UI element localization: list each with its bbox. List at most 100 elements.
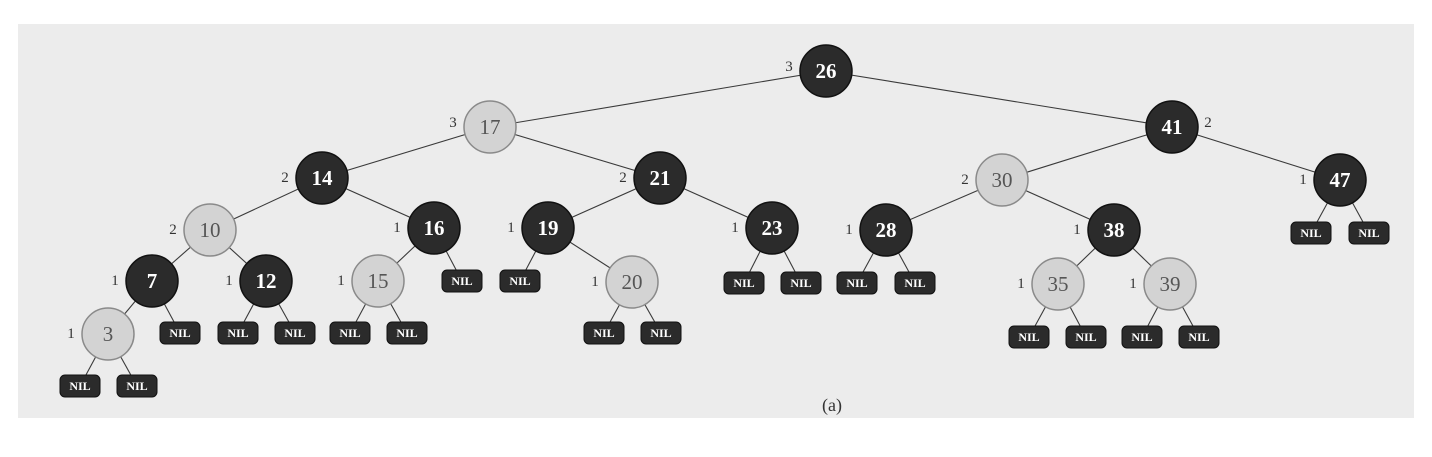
tree-node-7: 71 [111,254,179,308]
tree-node-28: 28 1 [845,203,913,257]
nil-box [1008,325,1050,349]
node-key: 7 [147,269,158,293]
nil-label: NIL [790,276,811,290]
nil-leaf: NIL [386,321,428,345]
nil-box [441,269,483,293]
nil-leaf: NIL [1008,325,1050,349]
tree-node-39: 39 1 [1129,257,1197,311]
node-key: 30 [992,168,1013,192]
nil-leaf: NIL [780,271,822,295]
node-circle [1087,203,1141,257]
nil-box [274,321,316,345]
nil-label: NIL [1075,330,1096,344]
nil-leaf: NIL [159,321,201,345]
node-circle [295,151,349,205]
nil-label: NIL [1131,330,1152,344]
nil-leaf: NIL [499,269,541,293]
nil-label: NIL [1188,330,1209,344]
node-key: 17 [480,115,501,139]
node-key: 47 [1330,168,1351,192]
nil-leaf: NIL [723,271,765,295]
black-height-label: 1 [1299,172,1307,188]
tree-node-10: 10 2 [169,203,237,257]
nil-label: NIL [126,379,147,393]
node-key: 28 [876,218,897,242]
node-key: 21 [650,166,671,190]
tree-node-38: 38 1 [1073,203,1141,257]
node-circle [1031,257,1085,311]
nil-box [217,321,259,345]
black-height-label: 1 [1017,276,1025,292]
nil-leaf: NIL [217,321,259,345]
figure-caption: (a) [822,395,842,416]
node-key: 16 [424,216,445,240]
nil-leaf: NIL [583,321,625,345]
tree-node-30: 30 2 [961,153,1029,207]
nil-box [723,271,765,295]
tree-node-15: 15 1 [337,254,405,308]
nil-label: NIL [1300,226,1321,240]
tree-node-26: 26 3 [785,44,853,98]
nil-box [780,271,822,295]
nil-leaf: NIL [1348,221,1390,245]
black-height-label: 2 [281,170,289,186]
nil-label: NIL [1018,330,1039,344]
nil-leaf: NIL [329,321,371,345]
node-key: 26 [816,59,837,83]
red-black-tree-diagram: NIL NIL NIL NIL NIL NIL NIL NIL NIL NIL NIL NIL NIL N… [59,44,1390,416]
node-circle [633,151,687,205]
node-key: 10 [200,218,221,242]
black-height-label: 1 [1129,276,1137,292]
tree-node-17: 17 3 [449,100,517,154]
nil-label: NIL [1358,226,1379,240]
black-height-label: 1 [1073,222,1081,238]
black-height-label: 1 [845,222,853,238]
black-height-label: 1 [337,273,345,289]
black-height-label: 1 [591,274,599,290]
node-circle [463,100,517,154]
nil-box [1121,325,1163,349]
node-key: 23 [762,216,783,240]
nil-label: NIL [69,379,90,393]
node-circle [351,254,405,308]
black-height-label: 1 [731,220,739,236]
nil-leaf: NIL [894,271,936,295]
black-height-label: 1 [225,273,233,289]
node-circle [859,203,913,257]
node-key: 3 [103,322,114,346]
black-height-label: 2 [619,170,627,186]
tree-edge [1001,126,1173,181]
black-height-label: 3 [785,59,793,75]
tree-node-3: 31 [67,307,135,361]
black-height-label: 3 [449,115,457,131]
nil-label: NIL [509,274,530,288]
black-height-label: 2 [169,222,177,238]
tree-node-19: 19 1 [507,201,575,255]
node-circle [407,201,461,255]
nil-label: NIL [339,326,360,340]
black-height-label: 1 [111,273,119,289]
nil-leaf: NIL [274,321,316,345]
nil-box [1348,221,1390,245]
node-circle [605,255,659,309]
tree-edge [321,126,491,179]
nil-box [159,321,201,345]
node-key: 15 [368,269,389,293]
nil-box [836,271,878,295]
tree-node-23: 23 1 [731,201,799,255]
tree-node-12: 12 1 [225,254,293,308]
nil-leaf: NIL [116,374,158,398]
node-circle [239,254,293,308]
nil-leaf: NIL [1065,325,1107,349]
node-circle [521,201,575,255]
tree-node-35: 35 1 [1017,257,1085,311]
nil-label: NIL [451,274,472,288]
nil-box [329,321,371,345]
node-key: 19 [538,216,559,240]
nil-label: NIL [904,276,925,290]
node-key: 38 [1104,218,1125,242]
node-circle [183,203,237,257]
nil-leaf: NIL [640,321,682,345]
tree-edge [825,70,1173,128]
tree-node-14: 14 2 [281,151,349,205]
